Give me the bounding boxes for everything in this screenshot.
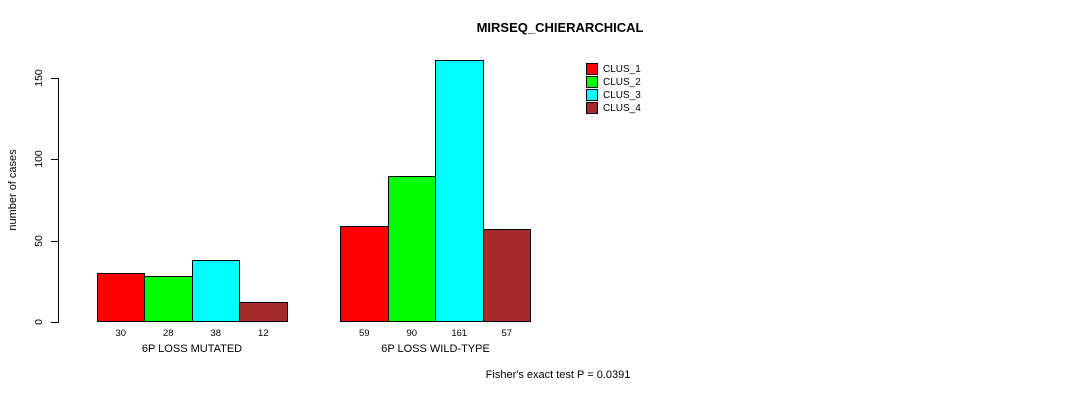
bar-clus_1-2: [340, 226, 389, 322]
bar-value-label: 30: [115, 328, 127, 339]
legend-label: CLUS_3: [603, 90, 641, 101]
y-axis-line: [58, 78, 59, 323]
x-category-label: 6P LOSS WILD-TYPE: [381, 343, 490, 355]
legend-label: CLUS_1: [603, 64, 641, 75]
chart-title: MIRSEQ_CHIERARCHICAL: [476, 20, 644, 35]
bar-value-label: 161: [451, 328, 468, 339]
y-tick-label: 0: [33, 319, 45, 325]
legend-swatch-icon: [586, 63, 598, 75]
y-tick-label: 150: [33, 69, 45, 87]
bar-value-label: 28: [162, 328, 174, 339]
y-axis-label: number of cases: [7, 149, 19, 231]
legend-swatch-icon: [586, 76, 598, 88]
y-tick-mark: [51, 322, 58, 323]
bar-clus_1-1: [96, 273, 145, 322]
bar-value-label: 59: [358, 328, 370, 339]
y-tick-mark: [51, 240, 58, 242]
bar-value-label: 90: [406, 328, 418, 339]
bar-clus_2-1: [144, 276, 193, 322]
bar-clus_4-1: [239, 302, 288, 322]
x-category-label: 6P LOSS MUTATED: [141, 343, 243, 355]
legend-swatch-icon: [586, 89, 598, 101]
legend-swatch-icon: [586, 102, 598, 114]
bar-value-label: 38: [210, 328, 222, 339]
bar-clus_2-2: [387, 176, 436, 322]
legend-label: CLUS_4: [603, 103, 641, 114]
legend-label: CLUS_2: [603, 77, 641, 88]
y-tick-mark: [51, 78, 58, 79]
bar-clus_3-2: [435, 60, 484, 322]
bar-value-label: 57: [501, 328, 513, 339]
bar-clus_4-2: [482, 229, 531, 322]
y-tick-mark: [51, 159, 58, 161]
y-tick-label: 100: [33, 150, 45, 169]
bar-value-label: 12: [257, 328, 269, 339]
annotation-text: Fisher's exact test P = 0.0391: [485, 369, 631, 381]
bar-clus_3-1: [191, 260, 240, 322]
y-tick-label: 50: [33, 234, 45, 247]
